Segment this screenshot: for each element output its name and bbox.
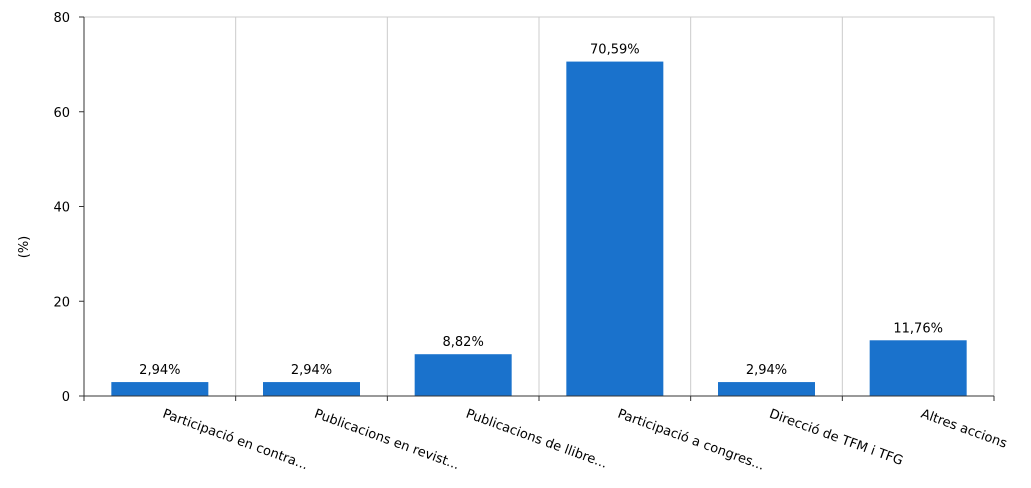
grid-lines — [235, 17, 843, 396]
data-label: 70,59% — [590, 43, 640, 58]
y-tick-label: 0 — [62, 390, 70, 405]
y-tick-label: 80 — [53, 11, 70, 26]
axes — [79, 17, 995, 401]
x-tick-label: Publicacions de llibre... — [464, 407, 609, 472]
x-tick-label: Participació en contra... — [160, 407, 309, 474]
x-tick-label: Altres accions — [919, 407, 1009, 452]
data-label: 8,82% — [443, 335, 484, 350]
y-axis-label: (%) — [17, 236, 32, 259]
y-tick-label: 20 — [53, 295, 70, 310]
bar — [414, 354, 512, 396]
y-tick-label: 40 — [53, 201, 70, 216]
bar — [111, 382, 209, 396]
x-tick-label: Participació a congres... — [615, 407, 766, 474]
bar — [263, 382, 360, 396]
bar — [869, 340, 967, 396]
y-ticks: 0 20 40 60 80 — [53, 11, 84, 405]
x-tick-label: Direcció de TFM i TFG — [767, 407, 905, 469]
bar — [566, 61, 664, 397]
data-label: 2,94% — [291, 363, 332, 378]
x-tick-labels: Participació en contra... Publicacions en… — [160, 407, 1009, 474]
y-tick-label: 60 — [53, 106, 70, 121]
data-label: 2,94% — [139, 363, 180, 378]
bar — [718, 382, 815, 396]
data-label: 11,76% — [893, 321, 943, 336]
x-tick-label: Publicacions en revist... — [312, 407, 461, 474]
data-label: 2,94% — [746, 363, 787, 378]
bars: 2,94% 2,94% 8,82% 70,59% 2,94% 11,76% — [111, 43, 967, 397]
